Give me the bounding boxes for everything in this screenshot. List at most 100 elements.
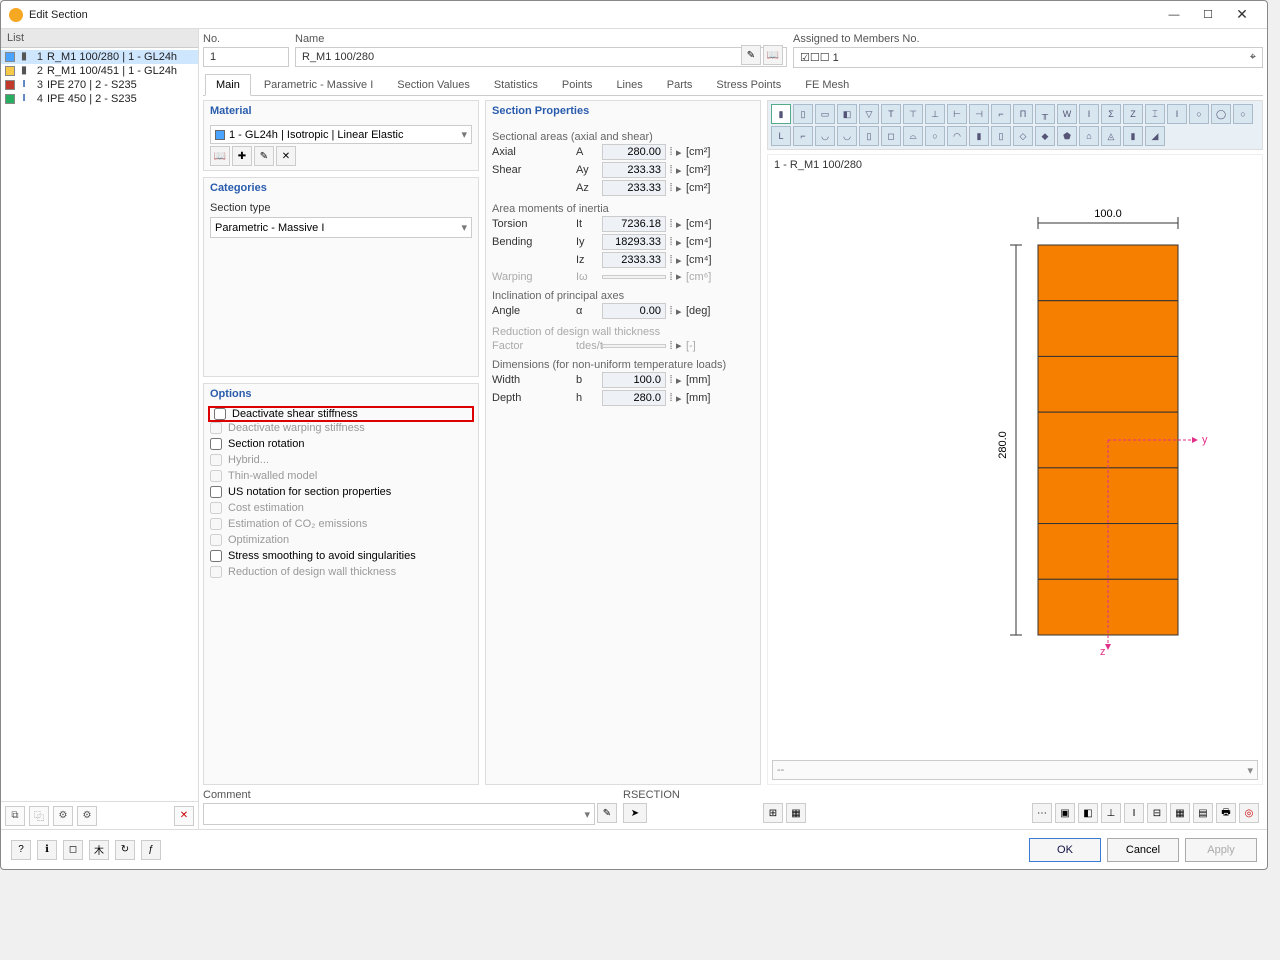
- shape-button[interactable]: ⊥: [925, 104, 945, 124]
- shape-button[interactable]: ◢: [1145, 126, 1165, 146]
- shape-button[interactable]: ▯: [991, 126, 1011, 146]
- shape-button[interactable]: ◯: [1211, 104, 1231, 124]
- pt-print-icon[interactable]: 🖶: [1216, 803, 1236, 823]
- mat-library-icon[interactable]: 📖: [210, 146, 230, 166]
- arrow-icon[interactable]: ▸: [676, 236, 686, 249]
- preview-value-dropdown[interactable]: --▾: [772, 760, 1258, 780]
- spinner-icon[interactable]: ⁞: [666, 236, 676, 248]
- shape-button[interactable]: L: [771, 126, 791, 146]
- mat-new-icon[interactable]: ✚: [232, 146, 252, 166]
- pt-icon[interactable]: ⊥: [1101, 803, 1121, 823]
- shape-button[interactable]: T: [881, 104, 901, 124]
- property-value[interactable]: 100.0: [602, 372, 666, 388]
- property-value[interactable]: 233.33: [602, 180, 666, 196]
- help-icon[interactable]: ?: [11, 840, 31, 860]
- spinner-icon[interactable]: ⁞: [666, 392, 676, 404]
- shape-button[interactable]: ╥: [1035, 104, 1055, 124]
- list-row[interactable]: I 4 IPE 450 | 2 - S235: [1, 92, 198, 106]
- shape-button[interactable]: ◻: [881, 126, 901, 146]
- spinner-icon[interactable]: ⁞: [666, 254, 676, 266]
- pt-target-icon[interactable]: ◎: [1239, 803, 1259, 823]
- tab-statistics[interactable]: Statistics: [483, 74, 549, 95]
- pt-icon[interactable]: ▣: [1055, 803, 1075, 823]
- option-checkbox[interactable]: [210, 550, 222, 562]
- list-row[interactable]: I 3 IPE 270 | 2 - S235: [1, 78, 198, 92]
- section-type-dropdown[interactable]: Parametric - Massive I ▾: [210, 217, 472, 238]
- shape-button[interactable]: ▮: [969, 126, 989, 146]
- list-row[interactable]: ▮ 1 R_M1 100/280 | 1 - GL24h: [1, 50, 198, 64]
- spinner-icon[interactable]: ⁞: [666, 374, 676, 386]
- option-checkbox[interactable]: [210, 486, 222, 498]
- shape-button[interactable]: ◇: [1013, 126, 1033, 146]
- shape-button[interactable]: ⌶: [1145, 104, 1165, 124]
- name-input[interactable]: R_M1 100/280: [295, 47, 787, 67]
- pt-icon[interactable]: ⊟: [1147, 803, 1167, 823]
- view-icon[interactable]: ◻: [63, 840, 83, 860]
- cancel-button[interactable]: Cancel: [1107, 838, 1179, 862]
- shape-button[interactable]: ⌐: [991, 104, 1011, 124]
- pt-icon[interactable]: ▤: [1193, 803, 1213, 823]
- shape-button[interactable]: ▽: [859, 104, 879, 124]
- property-value[interactable]: 2333.33: [602, 252, 666, 268]
- shape-button[interactable]: ⬟: [1057, 126, 1077, 146]
- no-input[interactable]: 1: [203, 47, 289, 67]
- property-value[interactable]: 18293.33: [602, 234, 666, 250]
- arrow-icon[interactable]: ▸: [676, 392, 686, 405]
- spinner-icon[interactable]: ⁞: [666, 164, 676, 176]
- property-value[interactable]: 280.0: [602, 390, 666, 406]
- close-button[interactable]: ✕: [1225, 4, 1259, 26]
- tab-parts[interactable]: Parts: [656, 74, 704, 95]
- shape-button[interactable]: ⊤: [903, 104, 923, 124]
- refresh-icon[interactable]: ↻: [115, 840, 135, 860]
- spinner-icon[interactable]: ⁞: [666, 146, 676, 158]
- shape-button[interactable]: ◠: [947, 126, 967, 146]
- property-value[interactable]: 0.00: [602, 303, 666, 319]
- shape-button[interactable]: ◡: [815, 126, 835, 146]
- comment-input[interactable]: ▾: [203, 803, 595, 825]
- shape-button[interactable]: ▮: [771, 104, 791, 124]
- pt-icon[interactable]: ▦: [1170, 803, 1190, 823]
- property-value[interactable]: 233.33: [602, 162, 666, 178]
- shape-button[interactable]: ⊢: [947, 104, 967, 124]
- tab-fe-mesh[interactable]: FE Mesh: [794, 74, 860, 95]
- property-value[interactable]: 280.00: [602, 144, 666, 160]
- shape-button[interactable]: ◆: [1035, 126, 1055, 146]
- arrow-icon[interactable]: ▸: [676, 164, 686, 177]
- option-row[interactable]: Stress smoothing to avoid singularities: [210, 548, 472, 564]
- spinner-icon[interactable]: ⁞: [666, 218, 676, 230]
- script-icon[interactable]: ƒ: [141, 840, 161, 860]
- arrow-icon[interactable]: ▸: [676, 305, 686, 318]
- shape-button[interactable]: I: [1079, 104, 1099, 124]
- pt-icon[interactable]: ◧: [1078, 803, 1098, 823]
- tool2-icon[interactable]: ⚙: [77, 806, 97, 826]
- edit-name-icon[interactable]: ✎: [741, 45, 761, 65]
- tool-icon[interactable]: ⚙: [53, 806, 73, 826]
- shape-button[interactable]: Π: [1013, 104, 1033, 124]
- spinner-icon[interactable]: ⁞: [666, 305, 676, 317]
- pt-icon[interactable]: ⊞: [763, 803, 783, 823]
- arrow-icon[interactable]: ▸: [676, 146, 686, 159]
- copy-icon[interactable]: ⿻: [29, 806, 49, 826]
- shape-button[interactable]: ▯: [859, 126, 879, 146]
- pt-icon[interactable]: ⋯: [1032, 803, 1052, 823]
- material-dropdown[interactable]: 1 - GL24h | Isotropic | Linear Elastic ▾: [210, 125, 472, 144]
- arrow-icon[interactable]: ▸: [676, 254, 686, 267]
- mat-del-icon[interactable]: ✕: [276, 146, 296, 166]
- shape-button[interactable]: W: [1057, 104, 1077, 124]
- ok-button[interactable]: OK: [1029, 838, 1101, 862]
- comment-edit-icon[interactable]: ✎: [597, 803, 617, 823]
- tab-points[interactable]: Points: [551, 74, 604, 95]
- info-icon[interactable]: ℹ: [37, 840, 57, 860]
- shape-button[interactable]: ⊣: [969, 104, 989, 124]
- delete-icon[interactable]: ✕: [174, 806, 194, 826]
- tab-section-values[interactable]: Section Values: [386, 74, 481, 95]
- assigned-input[interactable]: ☑☐☐ 1 ⌖: [793, 47, 1263, 68]
- option-checkbox[interactable]: [214, 408, 226, 420]
- arrow-icon[interactable]: ▸: [676, 218, 686, 231]
- shape-button[interactable]: Z: [1123, 104, 1143, 124]
- option-checkbox[interactable]: [210, 438, 222, 450]
- tree-icon[interactable]: ⽊: [89, 840, 109, 860]
- shape-button[interactable]: ▮: [1123, 126, 1143, 146]
- shape-button[interactable]: ○: [925, 126, 945, 146]
- tab-stress-points[interactable]: Stress Points: [705, 74, 792, 95]
